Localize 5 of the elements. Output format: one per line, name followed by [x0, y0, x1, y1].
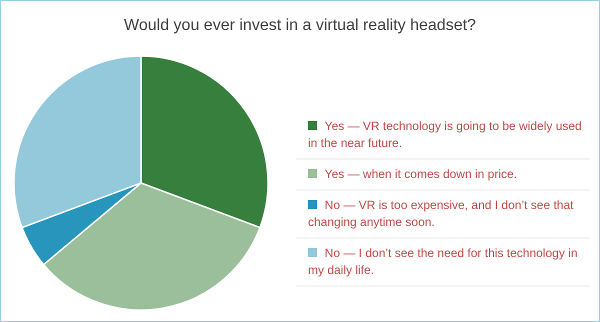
legend-label: No — VR is too expensive, and I don’t see that changing anytime soon.: [308, 198, 574, 229]
legend-label: No — I don’t see the need for this technology in my daily life.: [308, 246, 578, 277]
legend-label: Yes — when it comes down in price.: [308, 167, 517, 181]
legend-label: Yes — VR technology is going to be widely used in the near future.: [308, 119, 582, 150]
chart-title: Would you ever invest in a virtual reality headset?: [124, 17, 476, 34]
